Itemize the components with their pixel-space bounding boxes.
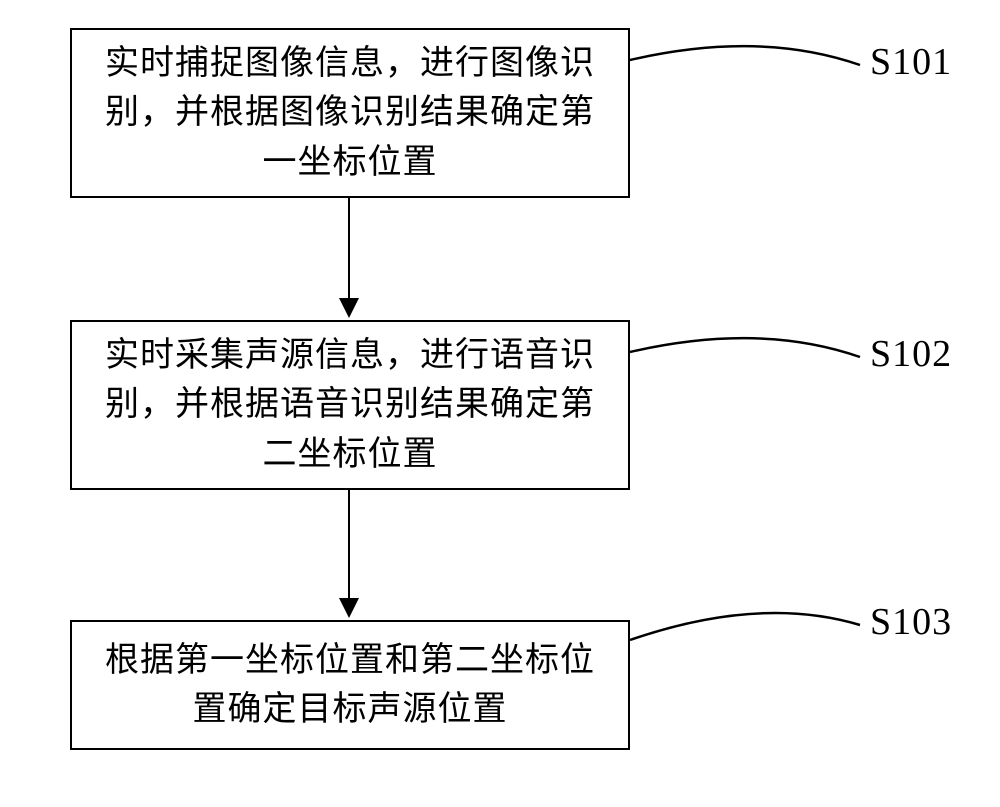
- arrow-head-0: [339, 298, 359, 318]
- arrow-line-0: [348, 198, 351, 300]
- arrow-line-1: [348, 490, 351, 600]
- connector-s103: [0, 0, 1000, 807]
- arrow-head-1: [339, 598, 359, 618]
